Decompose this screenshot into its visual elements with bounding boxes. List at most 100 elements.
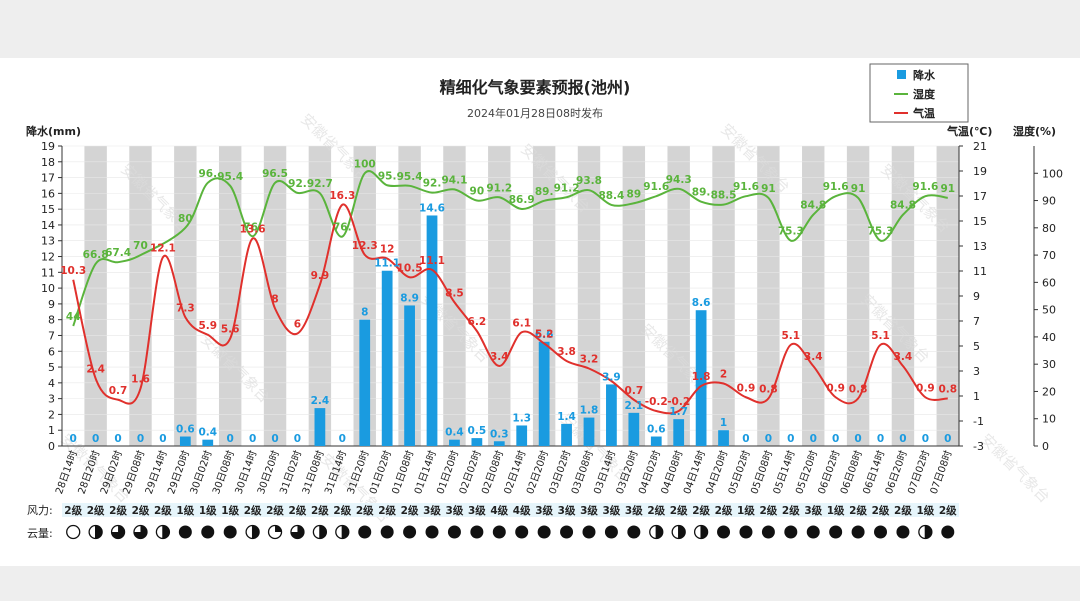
top-bar [0, 0, 1080, 58]
temperature-value-label: -0.2 [667, 396, 690, 408]
wind-level: 3级 [535, 504, 553, 517]
precip-tick-label: 18 [41, 156, 55, 169]
cloud-full [941, 525, 955, 539]
precip-bar [359, 319, 371, 446]
hum-tick-label: 0 [1042, 440, 1049, 453]
precip-value-label: 11.1 [374, 258, 400, 270]
precip-tick-label: 7 [48, 329, 55, 342]
cloud-full [447, 525, 461, 539]
cloud-cover-icon [290, 524, 305, 540]
cloud-cover-icon [447, 525, 461, 539]
precip-value-label: 0.5 [468, 425, 487, 437]
cloud-cover-icon [201, 525, 215, 539]
temperature-value-label: 5.6 [221, 324, 240, 336]
temperature-value-label: 0.9 [826, 382, 845, 394]
alt-band [218, 146, 242, 446]
alt-band [443, 146, 466, 446]
legend-temp-label: 气温 [912, 106, 935, 120]
humidity-value-label: 75.3 [868, 226, 894, 238]
humidity-value-label: 93.8 [576, 175, 602, 187]
alt-band [308, 146, 332, 446]
humidity-value-label: 94.1 [441, 174, 467, 186]
cloud-cover-icon [761, 525, 775, 539]
humidity-value-label: 96.5 [262, 168, 288, 180]
precip-value-label: 0 [159, 433, 166, 445]
precip-tick-label: 6 [48, 345, 55, 358]
cloud-full [403, 525, 417, 539]
temperature-value-label: 0.8 [938, 384, 957, 396]
temperature-value-label: 8.5 [445, 287, 464, 299]
precip-bar [695, 310, 707, 446]
humidity-value-label: 89. [535, 186, 554, 198]
precip-value-label: 1 [720, 417, 727, 429]
wind-row-bg [62, 503, 959, 517]
cloud-full [896, 525, 910, 539]
temperature-value-label: 8 [271, 294, 278, 306]
wind-level: 2级 [244, 504, 262, 517]
wind-level: 3级 [625, 504, 643, 517]
alt-band [936, 146, 959, 446]
temperature-value-label: 13.6 [240, 224, 266, 236]
cloud-cover-icon [604, 525, 618, 539]
cloud-cover-icon [896, 525, 910, 539]
cloud-cover-icon [693, 524, 709, 540]
precip-value-label: 0 [92, 433, 99, 445]
temperature-value-label: 5.9 [198, 320, 217, 332]
hum-tick-label: 20 [1042, 385, 1056, 398]
precip-tick-label: 2 [48, 408, 55, 421]
cloud-full [717, 525, 731, 539]
precip-bar [561, 423, 572, 446]
humidity-value-label: 67.4 [105, 247, 131, 259]
temperature-value-label: 2 [720, 369, 727, 381]
humidity-value-label: 44 [66, 311, 81, 323]
cloud-cover-icon [851, 525, 865, 539]
cloud-full [201, 525, 215, 539]
wind-level: 2级 [311, 504, 329, 517]
cloud-cover-icon [178, 525, 192, 539]
precip-tick-label: 13 [41, 235, 55, 248]
precip-tick-label: 1 [48, 424, 55, 437]
temperature-value-label: 0.9 [916, 382, 935, 394]
humidity-value-label: 91.6 [823, 181, 849, 193]
humidity-value-label: 88.4 [598, 190, 624, 202]
precip-value-label: 0 [294, 433, 301, 445]
precip-value-label: 0 [765, 433, 772, 445]
wind-level: 2级 [333, 504, 351, 517]
precip-value-label: 1.7 [669, 406, 688, 418]
cloud-cover-icon [829, 525, 843, 539]
temperature-value-label: 3.4 [804, 351, 823, 363]
precip-bar [538, 341, 550, 446]
cloud-cover-icon [582, 525, 596, 539]
chart-subtitle: 2024年01月28日08时发布 [467, 106, 603, 120]
precip-value-label: 0 [787, 433, 794, 445]
temperature-value-label: 12 [380, 244, 395, 256]
precip-bar [314, 408, 326, 446]
precip-value-label: 0 [810, 433, 817, 445]
temp-tick-label: 13 [973, 240, 987, 253]
precip-tick-label: 5 [48, 361, 55, 374]
cloud-full [425, 525, 439, 539]
wind-level: 3级 [446, 504, 464, 517]
wind-level: 3级 [423, 504, 441, 517]
wind-level: 1级 [199, 504, 217, 517]
wind-level: 4级 [490, 504, 508, 517]
hum-tick-label: 60 [1042, 276, 1056, 289]
wind-level: 2级 [378, 504, 396, 517]
alt-band [263, 146, 287, 446]
precip-value-label: 0.3 [490, 428, 509, 440]
cloud-row-label: 云量: [27, 527, 53, 540]
cloud-cover-icon [627, 525, 641, 539]
precip-value-label: 0.4 [198, 427, 217, 439]
temperature-value-label: 10.3 [60, 265, 86, 277]
precip-value-label: 8.9 [400, 292, 419, 304]
temperature-value-label: 0.8 [849, 384, 868, 396]
wind-level: 2级 [647, 504, 665, 517]
temp-tick-label: 5 [973, 340, 980, 353]
wind-level: 2级 [872, 504, 890, 517]
precip-tick-label: 11 [41, 266, 55, 279]
humidity-value-label: 94.3 [666, 174, 692, 186]
precip-value-label: 0 [339, 433, 346, 445]
precip-bar [493, 441, 505, 446]
wind-level: 2级 [715, 504, 733, 517]
